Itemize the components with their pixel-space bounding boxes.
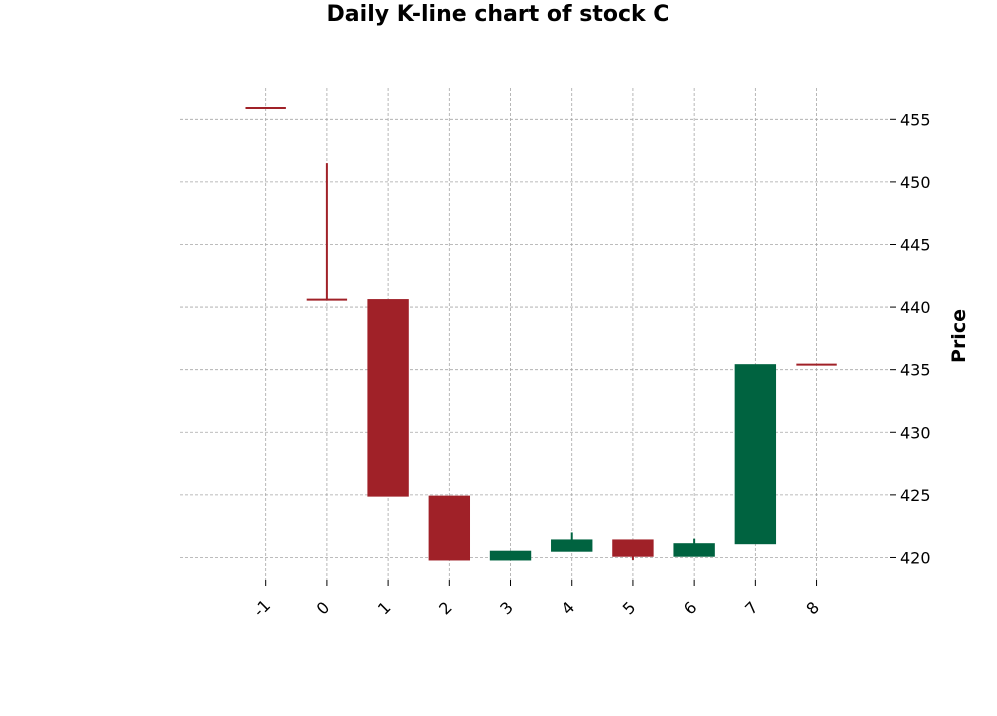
y-tick-label: 450 xyxy=(900,173,931,192)
x-tick-label: 8 xyxy=(802,598,823,619)
y-tick-label: 435 xyxy=(900,361,931,380)
candle xyxy=(489,550,532,561)
y-tick-label: 430 xyxy=(900,423,931,442)
candle xyxy=(428,495,471,561)
x-tick-label: -1 xyxy=(249,596,274,621)
candle xyxy=(612,539,654,560)
x-tick-label: 4 xyxy=(558,598,579,619)
y-tick-label: 425 xyxy=(900,486,931,505)
candle-body xyxy=(489,550,532,561)
candle xyxy=(551,532,593,552)
x-tick-label: 1 xyxy=(374,598,395,619)
y-tick-label: 440 xyxy=(900,298,931,317)
y-axis-label: Price xyxy=(948,309,970,363)
candle-body xyxy=(612,539,654,557)
candle xyxy=(306,163,348,301)
candle-body xyxy=(367,299,409,497)
candle xyxy=(673,538,715,557)
x-tick-label: 2 xyxy=(435,598,456,619)
y-tick-label: 445 xyxy=(900,235,931,254)
chart-title: Daily K-line chart of stock C xyxy=(327,2,670,27)
x-axis-ticks: -1 0 1 2 3 4 5 6 7 8 xyxy=(249,580,823,620)
x-tick-label: 0 xyxy=(313,598,334,619)
y-axis-ticks: 420 425 430 435 440 445 450 455 xyxy=(890,110,931,567)
candle xyxy=(734,364,777,545)
candle-body xyxy=(428,495,471,561)
x-tick-label: 7 xyxy=(741,598,762,619)
grid xyxy=(180,88,890,580)
y-tick-label: 455 xyxy=(900,110,931,129)
x-tick-label: 5 xyxy=(619,598,640,619)
x-tick-label: 6 xyxy=(680,598,701,619)
x-tick-label: 3 xyxy=(496,598,517,619)
candles xyxy=(245,107,837,561)
candle xyxy=(367,299,409,497)
candle-body xyxy=(734,364,777,545)
candle-body xyxy=(551,539,593,552)
y-tick-label: 420 xyxy=(900,548,931,567)
candle-body xyxy=(673,543,715,557)
